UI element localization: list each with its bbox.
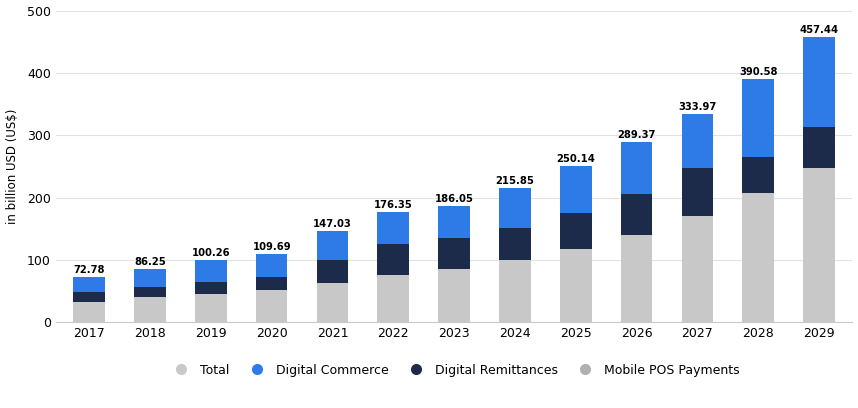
Bar [742, 193, 774, 322]
Bar [256, 254, 287, 277]
Bar [803, 168, 835, 322]
Text: 186.05: 186.05 [435, 195, 474, 204]
Bar [134, 297, 166, 322]
Bar [560, 213, 591, 249]
Text: 176.35: 176.35 [374, 200, 413, 211]
Text: 250.14: 250.14 [556, 155, 595, 164]
Text: 100.26: 100.26 [191, 248, 230, 258]
Text: 333.97: 333.97 [678, 102, 716, 112]
Bar [195, 260, 227, 282]
Bar [378, 212, 409, 244]
Bar [438, 238, 470, 269]
Text: 109.69: 109.69 [252, 242, 291, 252]
Text: 72.78: 72.78 [74, 265, 105, 275]
Bar [803, 37, 835, 127]
Bar [499, 188, 531, 228]
Bar [256, 290, 287, 322]
Bar [681, 169, 713, 216]
Bar [499, 228, 531, 260]
Bar [134, 287, 166, 297]
Bar [256, 277, 287, 290]
Bar [742, 157, 774, 193]
Bar [317, 231, 348, 260]
Legend: Total, Digital Commerce, Digital Remittances, Mobile POS Payments: Total, Digital Commerce, Digital Remitta… [164, 359, 745, 381]
Text: 215.85: 215.85 [495, 176, 535, 186]
Text: 86.25: 86.25 [134, 257, 166, 267]
Bar [195, 294, 227, 322]
Bar [74, 277, 105, 293]
Bar [560, 166, 591, 213]
Bar [378, 275, 409, 322]
Bar [742, 79, 774, 157]
Bar [681, 114, 713, 169]
Bar [74, 302, 105, 322]
Bar [195, 282, 227, 294]
Y-axis label: in billion USD (US$): in billion USD (US$) [5, 109, 19, 224]
Bar [620, 235, 652, 322]
Bar [317, 283, 348, 322]
Text: 147.03: 147.03 [313, 219, 352, 229]
Bar [134, 268, 166, 287]
Bar [681, 216, 713, 322]
Text: 390.58: 390.58 [739, 67, 777, 77]
Bar [803, 127, 835, 168]
Bar [74, 293, 105, 302]
Bar [560, 249, 591, 322]
Bar [438, 206, 470, 238]
Bar [438, 269, 470, 322]
Bar [378, 244, 409, 275]
Text: 289.37: 289.37 [618, 130, 656, 140]
Bar [620, 195, 652, 235]
Text: 457.44: 457.44 [800, 25, 838, 35]
Bar [620, 142, 652, 195]
Bar [499, 260, 531, 322]
Bar [317, 260, 348, 283]
